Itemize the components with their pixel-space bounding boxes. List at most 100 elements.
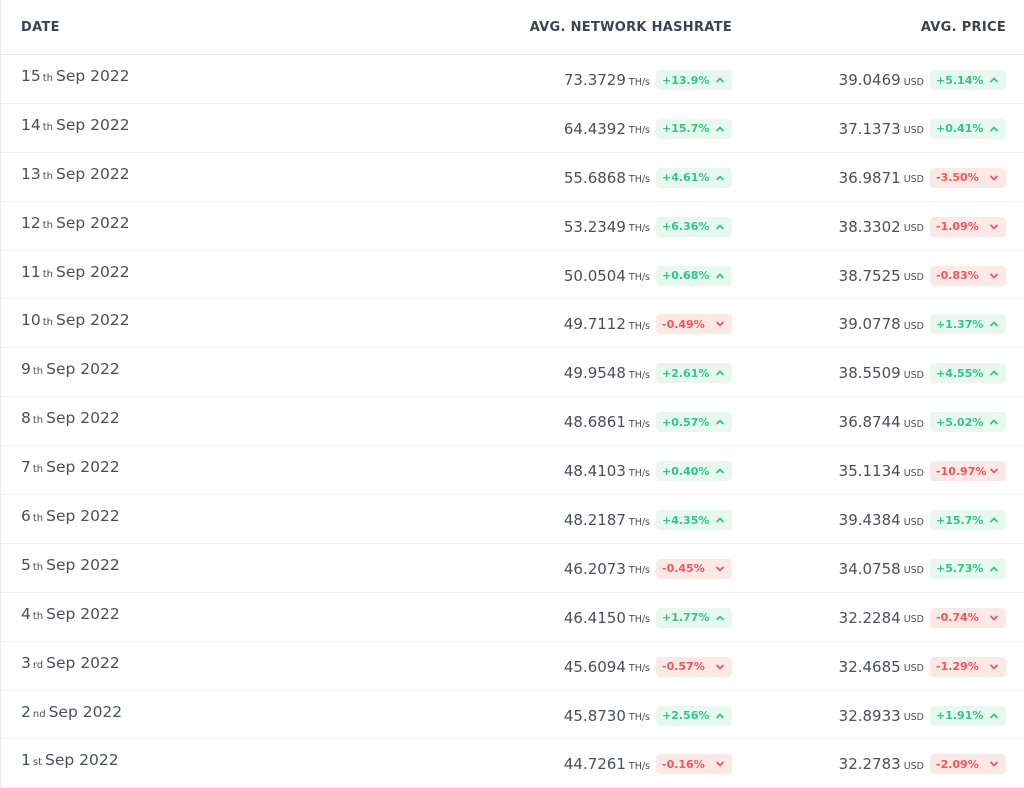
price-value: 32.8933	[838, 706, 901, 725]
hashrate-change-value: +15.7%	[662, 122, 710, 136]
price-cell: 39.4384 USD +15.7%	[839, 509, 1006, 531]
price-unit: USD	[903, 320, 924, 332]
price-change-badge: +4.55%	[930, 363, 1006, 384]
chevron-down-icon	[988, 612, 1000, 624]
price-value: 34.0758	[838, 559, 901, 578]
hashrate-value: 50.0504	[563, 266, 626, 285]
price-change-value: +4.55%	[936, 366, 984, 380]
hashrate-change-badge: +1.77%	[656, 607, 732, 628]
price-unit: USD	[903, 663, 924, 675]
price-change-value: +1.37%	[936, 317, 984, 331]
price-value: 39.0778	[838, 315, 901, 334]
date-month-year: Sep 2022	[46, 360, 120, 379]
hashrate-unit: TH/s	[628, 418, 650, 430]
date-suffix: rd	[32, 659, 44, 671]
price-change-badge: +5.73%	[930, 558, 1006, 579]
hashrate-change-badge: +4.35%	[656, 510, 732, 531]
date-suffix: th	[32, 610, 44, 622]
date-column-header[interactable]: DATE	[21, 20, 60, 35]
hashrate-change-badge: -0.57%	[656, 656, 732, 677]
price-column-header[interactable]: AVG. PRICE	[920, 20, 1006, 35]
price-unit: USD	[903, 516, 924, 528]
chevron-up-icon	[714, 123, 726, 135]
date-day: 5	[21, 555, 31, 574]
price-cell: 34.0758 USD +5.73%	[839, 558, 1006, 580]
hashrate-value: 46.2073	[563, 559, 626, 578]
hashrate-cell: 45.6094 TH/s -0.57%	[564, 656, 732, 678]
price-change-value: +0.41%	[936, 122, 984, 136]
date-suffix: th	[42, 170, 53, 182]
hashrate-column-header[interactable]: AVG. NETWORK HASHRATE	[529, 20, 732, 35]
hashrate-unit: TH/s	[628, 712, 650, 724]
hashrate-cell: 49.9548 TH/s +2.61%	[564, 362, 732, 384]
hashrate-value: 46.4150	[563, 608, 626, 627]
price-change-badge: +1.91%	[930, 705, 1006, 726]
price-change-value: +5.73%	[936, 562, 984, 576]
price-change-badge: +5.14%	[930, 70, 1006, 90]
price-cell: 38.5509 USD +4.55%	[839, 362, 1006, 384]
price-value: 36.9871	[838, 168, 901, 187]
hashrate-change-value: -0.16%	[662, 757, 705, 771]
hashrate-change-value: +2.56%	[662, 709, 710, 723]
chevron-down-icon	[714, 661, 726, 673]
date-month-year: Sep 2022	[56, 67, 130, 85]
chevron-up-icon	[988, 514, 1000, 526]
date-suffix: th	[42, 268, 53, 280]
date-day: 15	[21, 67, 41, 85]
hashrate-cell: 64.4392 TH/s +15.7%	[564, 118, 732, 140]
chevron-down-icon	[714, 563, 726, 575]
hashrate-value: 64.4392	[563, 119, 626, 138]
chevron-up-icon	[988, 74, 1000, 86]
hashrate-value: 48.6861	[563, 413, 626, 432]
price-change-value: -10.97%	[936, 464, 987, 478]
chevron-up-icon	[714, 514, 726, 526]
price-value: 32.2284	[838, 608, 901, 627]
hashrate-change-badge: +2.56%	[656, 705, 732, 726]
price-change-badge: -1.09%	[930, 216, 1006, 237]
hashrate-unit: TH/s	[628, 467, 650, 479]
price-unit: USD	[903, 418, 924, 430]
price-cell: 39.0469 USD +5.14%	[839, 69, 1006, 91]
price-change-badge: +15.7%	[930, 510, 1006, 531]
date-suffix: th	[42, 219, 53, 231]
date-day: 6	[21, 507, 31, 526]
price-change-badge: +5.02%	[930, 412, 1006, 433]
date-suffix: th	[32, 561, 44, 573]
chevron-up-icon	[714, 172, 726, 184]
hashrate-value: 48.4103	[563, 462, 626, 481]
price-change-value: -1.29%	[936, 660, 979, 674]
chevron-up-icon	[988, 563, 1000, 575]
hashrate-cell: 44.7261 TH/s -0.16%	[564, 753, 732, 775]
price-value: 36.8744	[838, 413, 901, 432]
date-month-year: Sep 2022	[48, 702, 123, 721]
price-change-value: -3.50%	[936, 171, 979, 185]
chevron-up-icon	[714, 612, 726, 624]
hashrate-value: 48.2187	[563, 511, 626, 530]
hashrate-change-value: +0.40%	[662, 464, 710, 478]
date-month-year: Sep 2022	[46, 507, 120, 526]
table-header: DATE AVG. NETWORK HASHRATE AVG. PRICE	[1, 0, 1024, 55]
price-unit: USD	[903, 174, 924, 186]
price-value: 39.4384	[838, 511, 901, 530]
chevron-up-icon	[988, 123, 1000, 135]
date-day: 12	[21, 213, 41, 232]
hashrate-unit: TH/s	[628, 320, 650, 332]
hashrate-change-badge: +2.61%	[656, 363, 732, 384]
hashrate-change-badge: +0.68%	[656, 265, 732, 286]
chevron-up-icon	[714, 74, 726, 86]
date-day: 11	[21, 262, 41, 281]
